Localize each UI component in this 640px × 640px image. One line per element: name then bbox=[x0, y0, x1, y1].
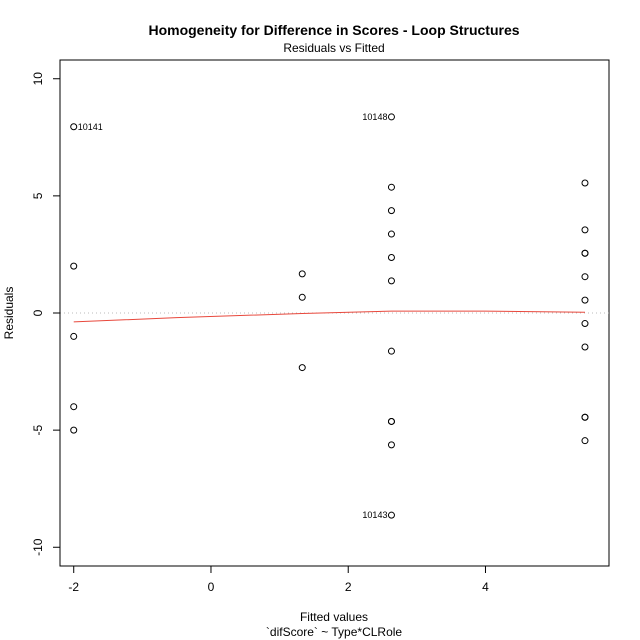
data-point bbox=[581, 273, 589, 281]
chart-subtitle: Residuals vs Fitted bbox=[283, 41, 384, 55]
data-point bbox=[387, 441, 395, 449]
data-point bbox=[581, 437, 589, 445]
data-point bbox=[387, 347, 395, 355]
data-point bbox=[298, 293, 306, 301]
points-layer bbox=[70, 113, 589, 519]
smooth-fit-line bbox=[73, 310, 585, 323]
x-tick-label: 2 bbox=[345, 580, 352, 594]
data-point bbox=[581, 343, 589, 351]
y-tick-label: 0 bbox=[31, 309, 45, 316]
x-tick-label: 4 bbox=[482, 580, 489, 594]
x-axis-subtitle: `difScore` ~ Type*CLRole bbox=[266, 625, 403, 639]
data-point bbox=[70, 403, 78, 411]
smooth-line-layer bbox=[73, 310, 585, 323]
data-point bbox=[581, 296, 589, 304]
data-point bbox=[387, 277, 395, 285]
chart-title: Homogeneity for Difference in Scores - L… bbox=[148, 22, 519, 38]
data-point bbox=[70, 426, 78, 434]
data-point bbox=[581, 179, 589, 187]
point-label: 10141 bbox=[78, 122, 103, 132]
point-label: 10143 bbox=[362, 510, 387, 520]
data-point bbox=[387, 511, 395, 519]
data-point bbox=[70, 123, 78, 131]
data-point bbox=[581, 413, 589, 421]
point-label: 10148 bbox=[362, 112, 387, 122]
data-point bbox=[387, 230, 395, 238]
data-point bbox=[387, 253, 395, 261]
x-tick-label: -2 bbox=[68, 580, 79, 594]
data-point bbox=[387, 183, 395, 191]
data-point bbox=[387, 417, 395, 425]
x-axis: -2 0 2 4 bbox=[68, 565, 489, 594]
y-tick-label: -10 bbox=[31, 538, 45, 556]
data-point bbox=[298, 270, 306, 278]
y-axis-title: Residuals bbox=[2, 287, 16, 340]
y-tick-label: 10 bbox=[31, 72, 45, 86]
data-point bbox=[298, 364, 306, 372]
y-tick-label: -5 bbox=[31, 424, 45, 435]
y-axis: -10 -5 0 5 10 bbox=[31, 72, 61, 556]
x-tick-label: 0 bbox=[208, 580, 215, 594]
data-point bbox=[581, 226, 589, 234]
y-tick-label: 5 bbox=[31, 192, 45, 199]
data-point bbox=[387, 207, 395, 215]
point-labels-layer: 10141 10148 10143 bbox=[78, 112, 388, 520]
data-point bbox=[70, 332, 78, 340]
data-point bbox=[70, 262, 78, 270]
x-axis-title: Fitted values bbox=[300, 610, 368, 624]
data-point bbox=[581, 320, 589, 328]
data-point bbox=[581, 249, 589, 257]
data-point bbox=[387, 113, 395, 121]
